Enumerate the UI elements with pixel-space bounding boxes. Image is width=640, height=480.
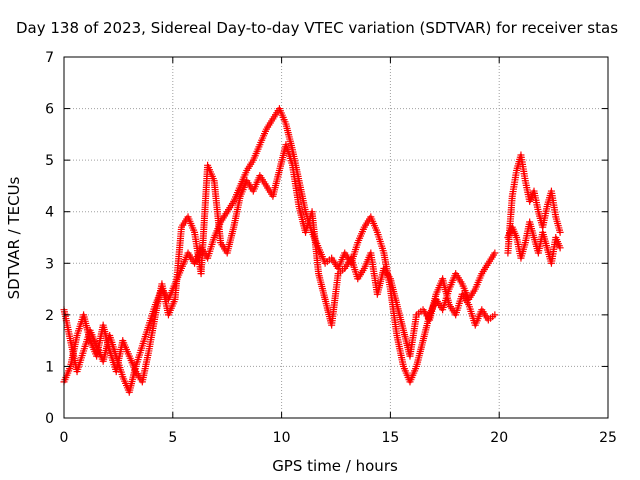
x-tick-label: 15	[381, 430, 399, 446]
x-tick-label: 0	[60, 430, 69, 446]
chart-title: Day 138 of 2023, Sidereal Day-to-day VTE…	[16, 19, 618, 37]
data-point	[556, 228, 564, 236]
y-tick-label: 7	[45, 50, 54, 66]
data-point	[491, 249, 499, 257]
y-tick-label: 0	[45, 411, 54, 427]
y-tick-label: 2	[45, 308, 54, 324]
x-tick-label: 25	[599, 430, 617, 446]
axis-ticks: 0 5 10 15 20 25 0 1 2 3 4 5 6 7	[45, 50, 617, 446]
x-tick-label: 5	[168, 430, 177, 446]
data-point	[556, 244, 564, 252]
y-tick-label: 4	[45, 205, 54, 221]
data-point	[491, 311, 499, 319]
x-tick-label: 10	[273, 430, 291, 446]
data-points	[60, 105, 564, 396]
y-tick-label: 6	[45, 102, 54, 118]
y-tick-label: 1	[45, 359, 54, 375]
y-axis-label: SDTVAR / TECUs	[5, 176, 23, 299]
x-tick-label: 20	[490, 430, 508, 446]
plot-frame	[63, 56, 609, 419]
x-axis-label: GPS time / hours	[272, 457, 398, 475]
y-tick-label: 3	[45, 256, 54, 272]
y-tick-label: 5	[45, 153, 54, 169]
